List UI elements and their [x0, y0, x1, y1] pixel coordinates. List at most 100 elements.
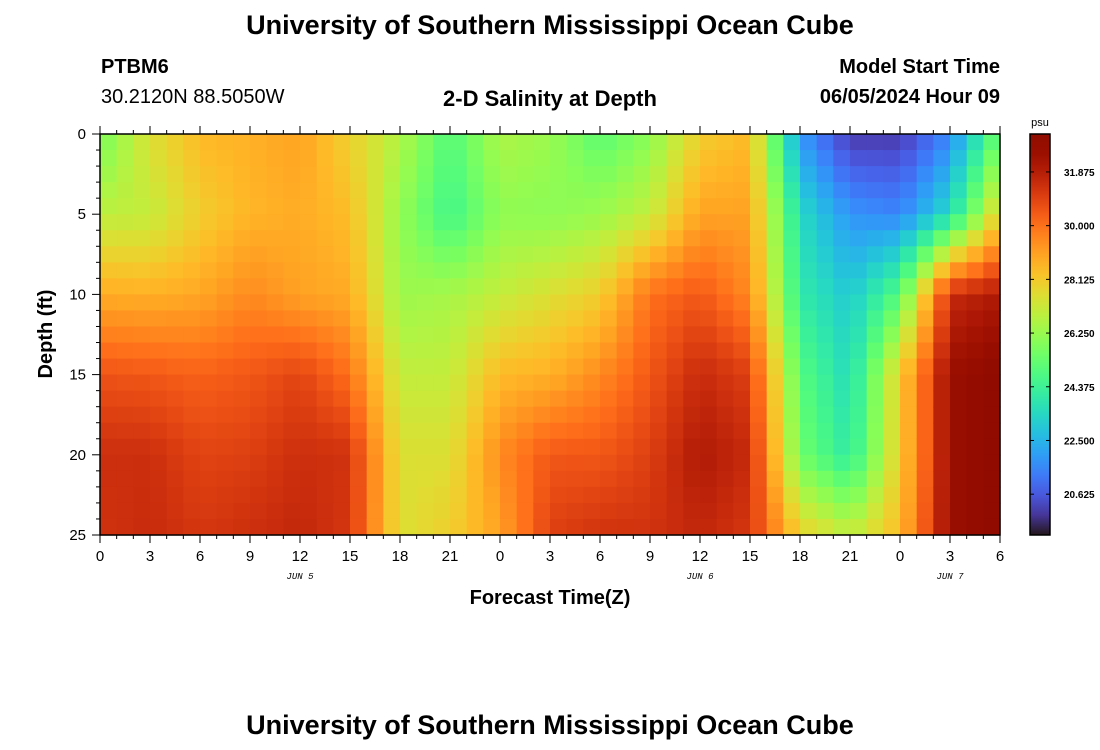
heatmap-cell	[116, 166, 134, 183]
heatmap-cell	[800, 134, 818, 151]
heatmap-cell	[200, 358, 218, 376]
heatmap-cell	[800, 166, 818, 183]
heatmap-cell	[200, 294, 218, 312]
heatmap-cell	[200, 166, 218, 183]
heatmap-cell	[883, 214, 901, 231]
heatmap-cell	[466, 182, 484, 199]
heatmap-cell	[200, 134, 218, 151]
heatmap-cell	[833, 134, 851, 151]
heatmap-cell	[750, 454, 768, 472]
heatmap-cell	[166, 438, 184, 456]
heatmap-cell	[783, 518, 801, 536]
heatmap-cell	[500, 342, 518, 360]
heatmap-cell	[316, 438, 334, 456]
heatmap-cell	[233, 150, 251, 167]
heatmap-cell	[500, 422, 518, 440]
heatmap-cell	[600, 374, 618, 392]
heatmap-cell	[616, 214, 634, 231]
heatmap-cell	[400, 150, 418, 167]
heatmap-cell	[716, 390, 734, 408]
heatmap-cell	[483, 262, 501, 279]
heatmap-cell	[750, 518, 768, 536]
heatmap-cell	[383, 214, 401, 231]
heatmap-cell	[416, 294, 434, 312]
heatmap-cell	[616, 358, 634, 376]
heatmap-cell	[566, 310, 584, 328]
heatmap-cell	[216, 358, 234, 376]
heatmap-cell	[166, 422, 184, 440]
heatmap-cell	[133, 438, 151, 456]
heatmap-cell	[733, 470, 751, 488]
heatmap-cell	[533, 134, 551, 151]
heatmap-cell	[983, 518, 1001, 536]
heatmap-cell	[266, 230, 284, 247]
heatmap-cell	[516, 294, 534, 312]
heatmap-cell	[283, 454, 301, 472]
heatmap-cell	[383, 166, 401, 183]
heatmap-cell	[116, 342, 134, 360]
heatmap-cell	[983, 198, 1001, 215]
heatmap-cell	[366, 166, 384, 183]
heatmap-cell	[900, 166, 918, 183]
heatmap-cell	[483, 454, 501, 472]
heatmap-cell	[650, 470, 668, 488]
heatmap-cell	[916, 214, 934, 231]
heatmap-cell	[100, 438, 118, 456]
heatmap-cell	[200, 326, 218, 344]
heatmap-cell	[383, 294, 401, 312]
heatmap-cell	[100, 230, 118, 247]
heatmap-cell	[983, 310, 1001, 328]
heatmap-cell	[883, 374, 901, 392]
heatmap-cell	[550, 278, 568, 295]
heatmap-cell	[983, 502, 1001, 520]
heatmap-cell	[866, 518, 884, 536]
heatmap-cell	[933, 358, 951, 376]
heatmap-cell	[266, 454, 284, 472]
heatmap-cell	[400, 470, 418, 488]
heatmap-cell	[966, 262, 984, 279]
heatmap-cell	[616, 166, 634, 183]
heatmap-cell	[250, 326, 268, 344]
heatmap-cell	[100, 502, 118, 520]
heatmap-cell	[700, 518, 718, 536]
heatmap-cell	[700, 374, 718, 392]
heatmap-cell	[316, 374, 334, 392]
heatmap-cell	[933, 166, 951, 183]
heatmap-cell	[200, 262, 218, 279]
heatmap-cell	[750, 374, 768, 392]
heatmap-cell	[183, 166, 201, 183]
heatmap-cell	[400, 390, 418, 408]
heatmap-cell	[983, 166, 1001, 183]
heatmap-cell	[250, 470, 268, 488]
heatmap-cell	[783, 438, 801, 456]
heatmap-cell	[733, 486, 751, 504]
heatmap-cell	[416, 262, 434, 279]
heatmap-cell	[250, 166, 268, 183]
heatmap-cell	[816, 214, 834, 231]
heatmap-cell	[300, 278, 318, 295]
heatmap-cell	[450, 486, 468, 504]
heatmap-cell	[500, 182, 518, 199]
heatmap-cell	[250, 214, 268, 231]
x-tick-label: 18	[792, 548, 809, 565]
heatmap-cell	[416, 358, 434, 376]
heatmap-cell	[133, 278, 151, 295]
heatmap-cell	[183, 134, 201, 151]
heatmap-cell	[266, 278, 284, 295]
heatmap-cell	[966, 294, 984, 312]
heatmap-cell	[716, 438, 734, 456]
heatmap-cell	[283, 294, 301, 312]
heatmap-cell	[666, 134, 684, 151]
heatmap-cell	[450, 502, 468, 520]
heatmap-cell	[183, 502, 201, 520]
heatmap-cell	[100, 150, 118, 167]
heatmap-cell	[666, 278, 684, 295]
heatmap-cell	[183, 518, 201, 536]
heatmap-cell	[466, 422, 484, 440]
heatmap-cell	[850, 358, 868, 376]
heatmap-cell	[716, 518, 734, 536]
heatmap-cell	[666, 150, 684, 167]
heatmap-cell	[550, 198, 568, 215]
heatmap-cell	[166, 310, 184, 328]
heatmap-cell	[466, 486, 484, 504]
